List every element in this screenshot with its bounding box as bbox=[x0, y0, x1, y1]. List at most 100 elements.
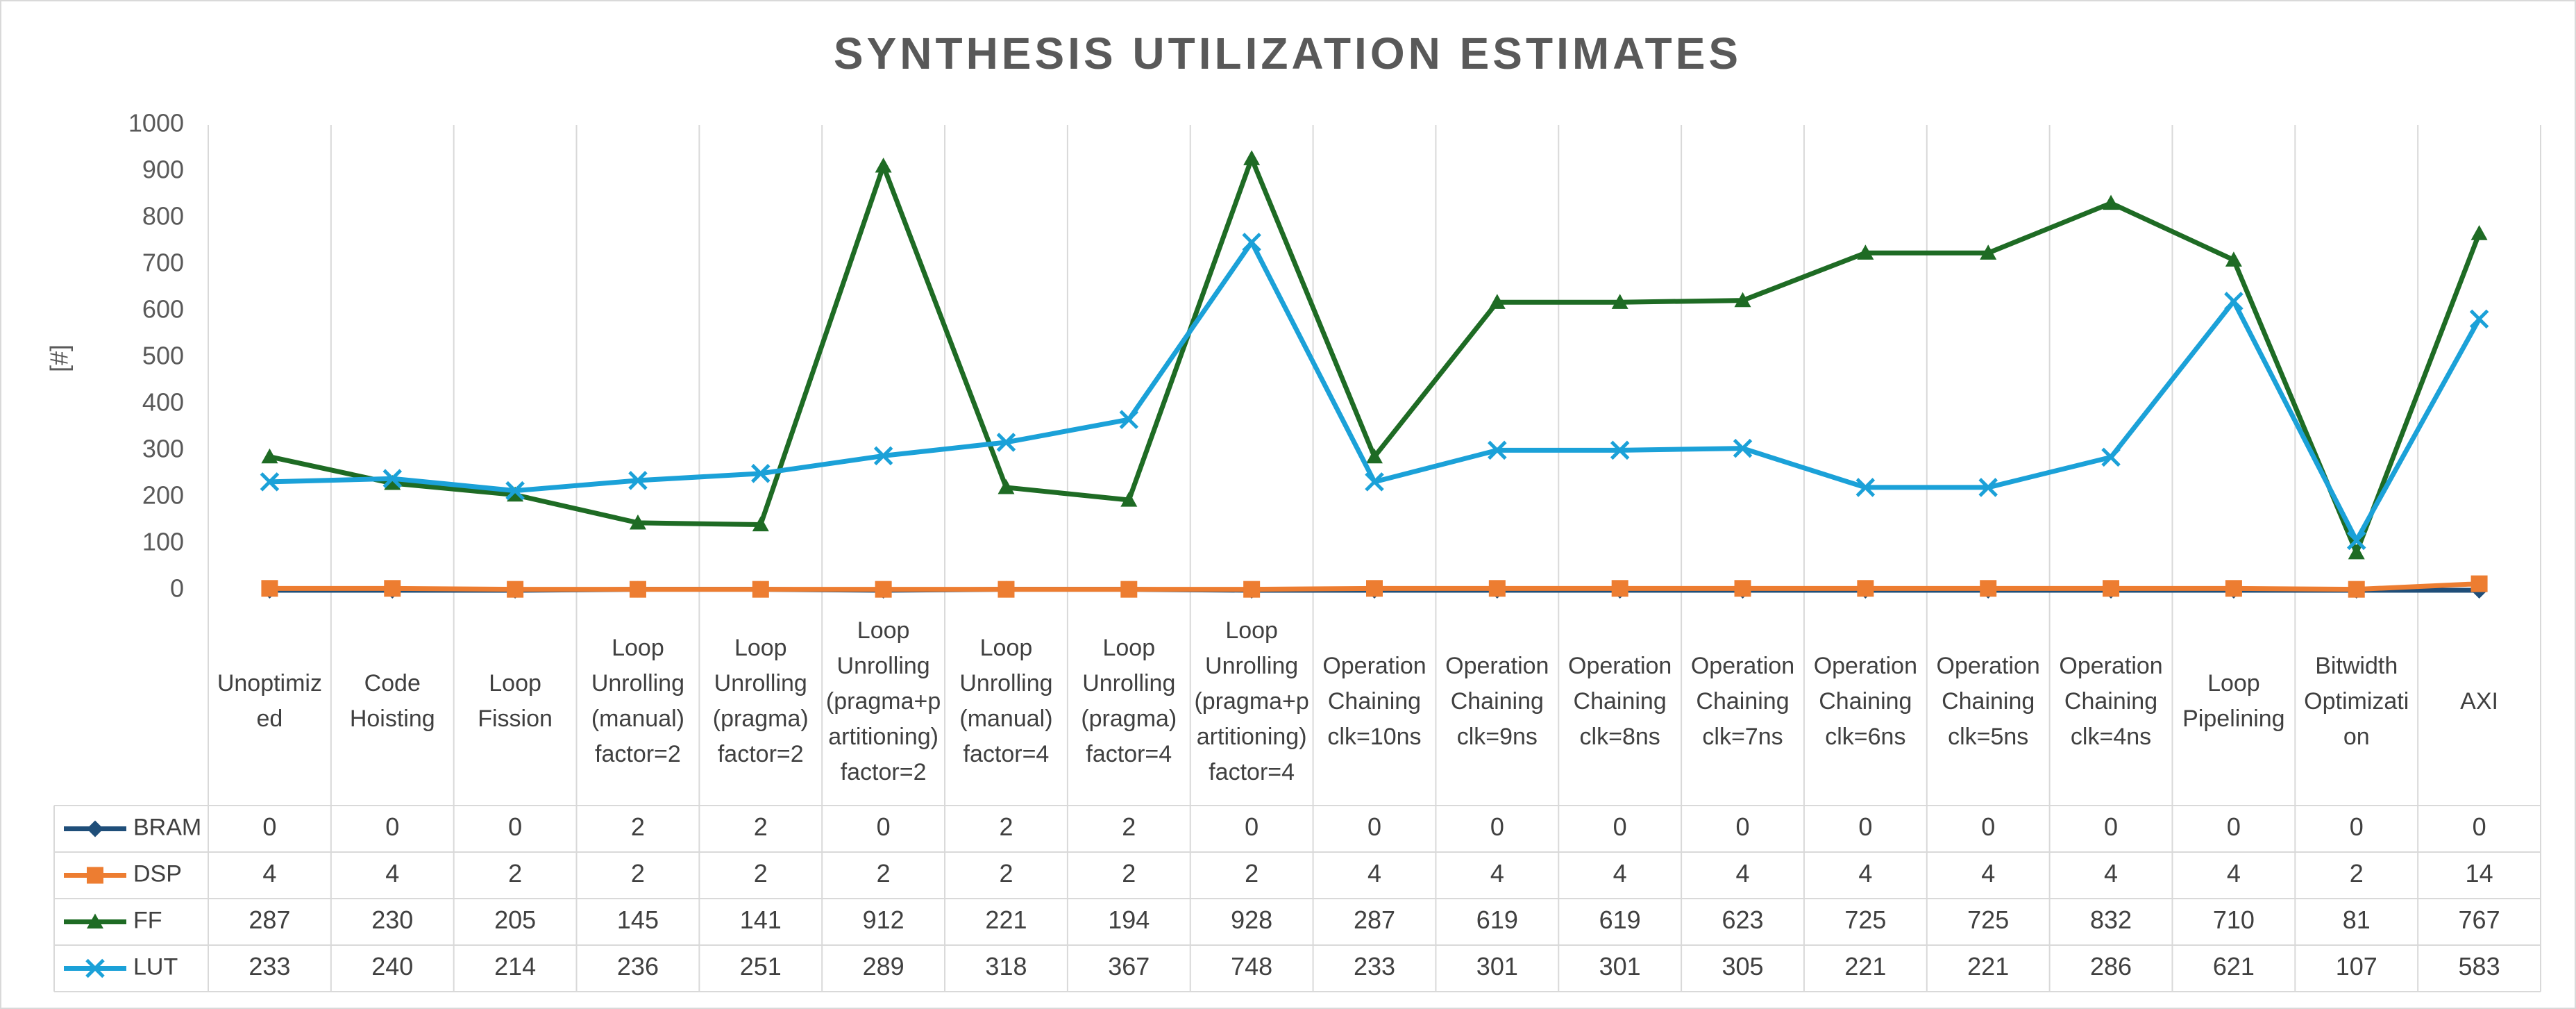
x-tick-label: Bitwidth Optimization bbox=[2304, 652, 2409, 750]
y-tick-label: 200 bbox=[142, 481, 184, 510]
table-value: 141 bbox=[740, 906, 782, 934]
x-tick-label: Loop Unrolling (pragma) factor=2 bbox=[712, 635, 809, 767]
marker bbox=[1980, 580, 1997, 597]
table-value: 287 bbox=[249, 906, 290, 934]
table-value: 240 bbox=[371, 952, 413, 981]
marker bbox=[1611, 580, 1628, 597]
table-value: 583 bbox=[2459, 952, 2500, 981]
table-value: 2 bbox=[754, 812, 768, 841]
x-tick-label: Loop Unrolling (manual) factor=2 bbox=[591, 635, 685, 767]
table-value: 194 bbox=[1108, 906, 1150, 934]
table-value: 0 bbox=[385, 812, 399, 841]
marker bbox=[629, 514, 646, 530]
marker bbox=[873, 446, 893, 466]
marker bbox=[382, 469, 403, 488]
table-value: 214 bbox=[494, 952, 536, 981]
y-tick-label: 100 bbox=[142, 528, 184, 556]
x-tick-label: Code Hoisting bbox=[349, 670, 435, 732]
x-tick-label: Operation Chaining clk=4ns bbox=[2059, 652, 2163, 750]
marker bbox=[1611, 294, 1628, 309]
table-value: 0 bbox=[1858, 812, 1872, 841]
table-value: 221 bbox=[1967, 952, 2009, 981]
marker bbox=[2470, 225, 2488, 240]
marker bbox=[505, 481, 525, 501]
table-value: 0 bbox=[2104, 812, 2118, 841]
marker bbox=[1733, 438, 1753, 458]
marker bbox=[752, 581, 769, 598]
table-value: 725 bbox=[1967, 906, 2009, 934]
table-value: 301 bbox=[1476, 952, 1518, 981]
x-tick-label: Operation Chaining clk=7ns bbox=[1690, 652, 1795, 750]
table-value: 205 bbox=[494, 906, 536, 934]
table-value: 221 bbox=[985, 906, 1027, 934]
x-tick-label: Loop Unrolling (pragma+partitioning) fac… bbox=[825, 617, 941, 785]
marker bbox=[2103, 194, 2120, 210]
marker bbox=[875, 581, 892, 598]
table-value: 767 bbox=[2459, 906, 2500, 934]
x-tick-label: Loop Unrolling (pragma) factor=4 bbox=[1081, 635, 1177, 767]
marker bbox=[1857, 244, 1874, 260]
marker bbox=[384, 474, 401, 490]
table-value: 107 bbox=[2336, 952, 2377, 981]
table-value: 0 bbox=[2350, 812, 2364, 841]
series bbox=[261, 575, 2488, 598]
table-value: 14 bbox=[2466, 859, 2493, 887]
y-tick-label: 1000 bbox=[128, 109, 184, 137]
table-value: 619 bbox=[1476, 906, 1518, 934]
y-tick-label: 300 bbox=[142, 435, 184, 463]
table-value: 623 bbox=[1721, 906, 1763, 934]
table-value: 710 bbox=[2213, 906, 2255, 934]
table-value: 0 bbox=[1736, 812, 1750, 841]
marker bbox=[1978, 478, 1998, 497]
y-tick-label: 600 bbox=[142, 295, 184, 324]
marker bbox=[1119, 410, 1139, 429]
marker bbox=[507, 486, 524, 502]
legend-label: FF bbox=[133, 907, 162, 933]
table-value: 4 bbox=[2104, 859, 2118, 887]
table-value: 832 bbox=[2090, 906, 2132, 934]
legend-label: BRAM bbox=[133, 814, 201, 840]
marker bbox=[2346, 531, 2366, 551]
marker bbox=[2348, 544, 2365, 560]
table-value: 2 bbox=[754, 859, 768, 887]
marker bbox=[2225, 580, 2242, 597]
x-tick-label: Operation Chaining clk=5ns bbox=[1936, 652, 2040, 750]
table-value: 0 bbox=[1613, 812, 1627, 841]
marker bbox=[2470, 575, 2488, 592]
marker bbox=[87, 820, 103, 837]
marker bbox=[1855, 478, 1876, 497]
marker bbox=[996, 433, 1016, 452]
series bbox=[261, 150, 2488, 560]
marker bbox=[997, 478, 1015, 494]
table-value: 0 bbox=[2227, 812, 2241, 841]
marker bbox=[1610, 440, 1630, 460]
marker bbox=[875, 157, 892, 173]
table-value: 301 bbox=[1599, 952, 1641, 981]
x-tick-label: Operation Chaining clk=9ns bbox=[1445, 652, 1549, 750]
y-axis-label: [#] bbox=[45, 344, 74, 372]
marker bbox=[1365, 472, 1384, 492]
table-value: 2 bbox=[2350, 859, 2364, 887]
table-value: 233 bbox=[249, 952, 290, 981]
table-value: 145 bbox=[617, 906, 659, 934]
x-tick-label: Unoptimized bbox=[217, 670, 322, 732]
table-value: 748 bbox=[1231, 952, 1272, 981]
table-value: 2 bbox=[1245, 859, 1258, 887]
marker bbox=[1242, 233, 1261, 252]
marker bbox=[261, 448, 278, 464]
marker bbox=[2103, 580, 2120, 597]
table-value: 4 bbox=[385, 859, 399, 887]
marker bbox=[2469, 309, 2489, 329]
marker bbox=[261, 580, 278, 597]
marker bbox=[2225, 251, 2242, 267]
legend-label: LUT bbox=[133, 953, 178, 980]
marker bbox=[1488, 440, 1507, 460]
marker bbox=[752, 516, 769, 532]
marker bbox=[260, 472, 280, 492]
table-value: 2 bbox=[631, 812, 645, 841]
marker bbox=[1488, 580, 1506, 597]
marker bbox=[2101, 447, 2121, 467]
table-value: 305 bbox=[1721, 952, 1763, 981]
